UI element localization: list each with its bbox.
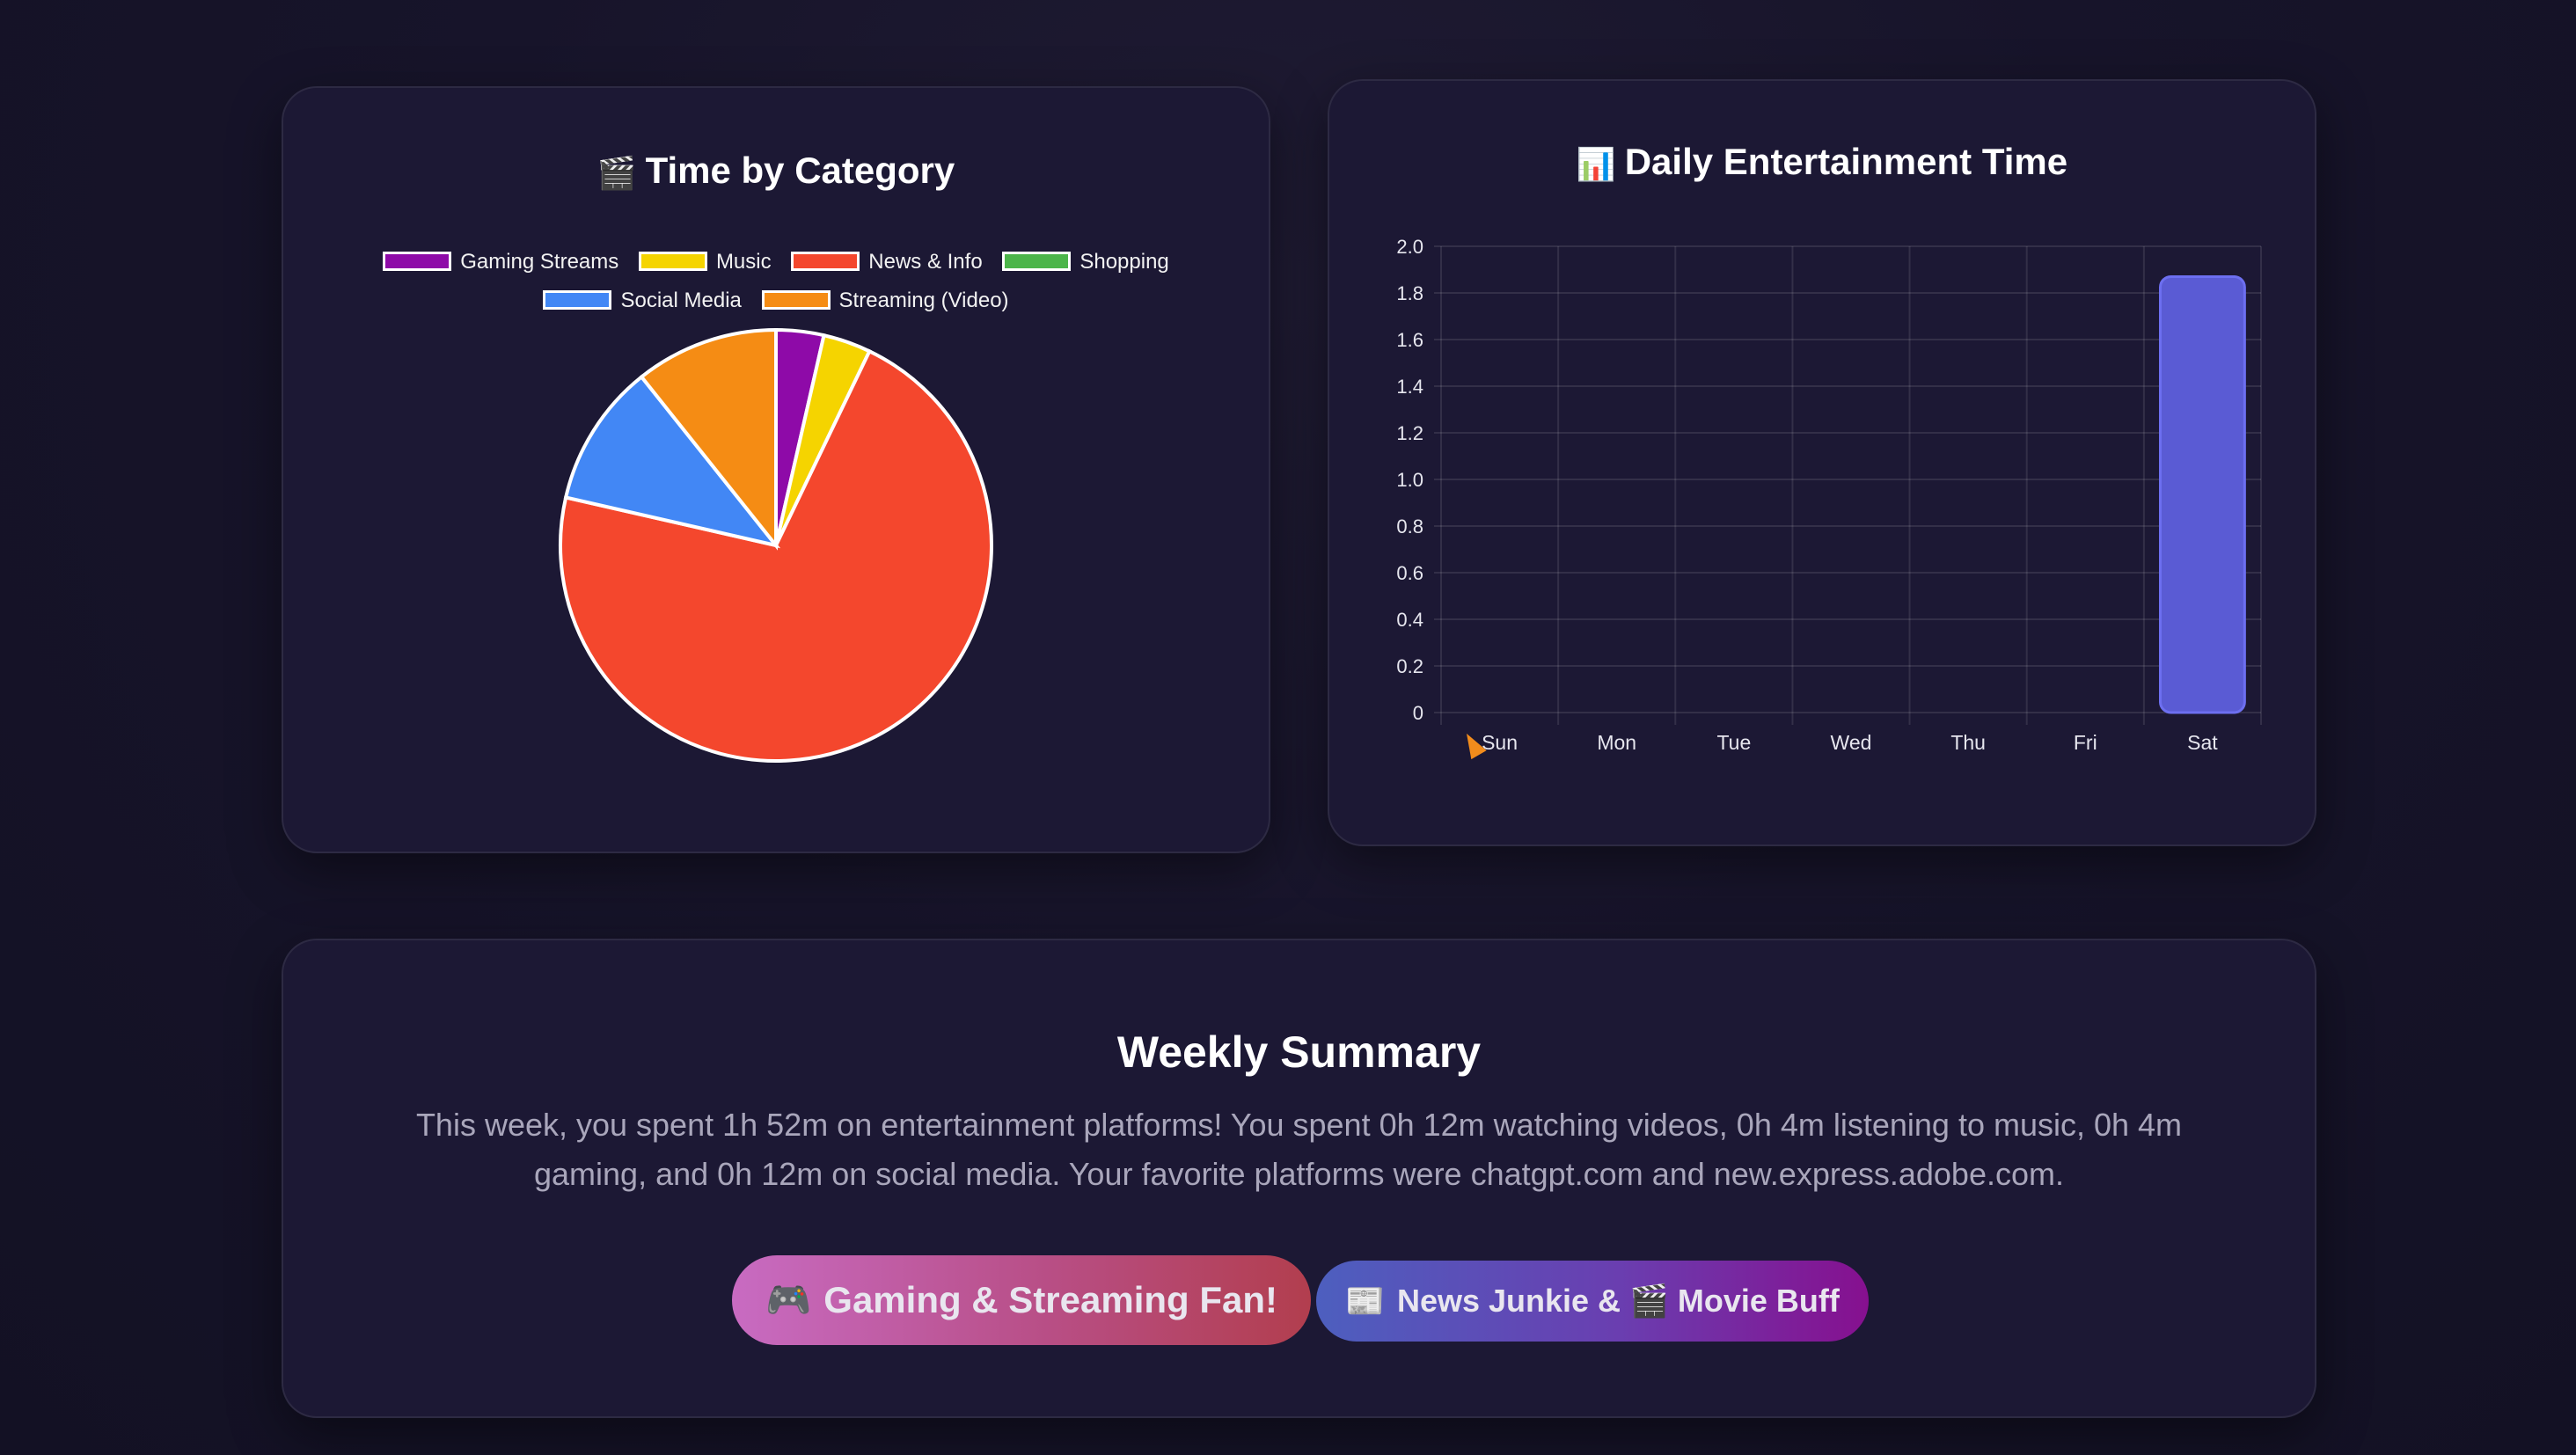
category-chart-card: 🎬 Time by Category Gaming Streams Music N… xyxy=(282,86,1270,853)
legend-item-news-info[interactable]: News & Info xyxy=(791,243,983,281)
legend-item-gaming-streams[interactable]: Gaming Streams xyxy=(383,243,618,281)
legend-swatch xyxy=(383,251,452,271)
x-tick-label: Wed xyxy=(1831,731,1872,754)
y-tick-label: 1.8 xyxy=(1396,282,1423,304)
legend-swatch xyxy=(761,289,831,310)
summary-text: This week, you spent 1h 52m on entertain… xyxy=(415,1107,2183,1192)
y-tick-label: 1.4 xyxy=(1396,376,1423,398)
legend-swatch xyxy=(543,289,612,310)
x-tick-label: Sun xyxy=(1482,731,1518,754)
movie-badge-label: Movie Buff xyxy=(1677,1283,1840,1319)
y-tick-label: 0 xyxy=(1413,702,1423,724)
daily-chart-card: 📊 Daily Entertainment Time 0 0.2 0.4 0.6 0.8 1… xyxy=(1328,79,2316,846)
legend-item-shopping[interactable]: Shopping xyxy=(1002,243,1169,281)
legend-label: Social Media xyxy=(620,289,742,312)
news-movie-badge[interactable]: 📰 News Junkie & 🎬 Movie Buff xyxy=(1316,1261,1869,1342)
chart-legend: Gaming Streams Music News & Info Shoppin… xyxy=(283,243,1269,281)
y-tick-label: 0.6 xyxy=(1396,562,1423,584)
y-tick-label: 1.6 xyxy=(1396,329,1423,351)
game-controller-icon: 🎮 xyxy=(765,1278,812,1320)
x-tick-label: Thu xyxy=(1950,731,1986,754)
x-tick-label: Sat xyxy=(2187,731,2218,754)
gaming-fan-badge[interactable]: 🎮 Gaming & Streaming Fan! xyxy=(732,1255,1311,1345)
legend-swatch xyxy=(638,251,707,271)
pie-slice-news-info[interactable] xyxy=(559,348,993,763)
gaming-badge-label: Gaming & Streaming Fan! xyxy=(823,1279,1278,1320)
legend-label: Streaming (Video) xyxy=(838,289,1009,312)
legend-label: News & Info xyxy=(868,250,983,274)
weekly-summary-card: Weekly Summary This week, you spent 1h 5… xyxy=(282,939,2316,1418)
legend-swatch xyxy=(791,251,860,271)
clapperboard-icon: 🎬 xyxy=(1629,1283,1669,1319)
y-tick-label: 1.2 xyxy=(1396,422,1423,444)
category-chart-title: 🎬 Time by Category xyxy=(283,150,1269,192)
x-tick-label: Fri xyxy=(2074,731,2097,754)
legend-label: Music xyxy=(715,250,772,274)
daily-chart-title-text: Daily Entertainment Time xyxy=(1624,141,2068,182)
x-tick-label: Mon xyxy=(1597,731,1636,754)
y-tick-label: 1.0 xyxy=(1396,469,1423,491)
y-tick-label: 0.2 xyxy=(1396,655,1423,677)
legend-item-social-media[interactable]: Social Media xyxy=(543,281,742,320)
chart-legend-row-2: Social Media Streaming (Video) xyxy=(283,281,1269,320)
legend-item-streaming-video[interactable]: Streaming (Video) xyxy=(761,281,1009,320)
news-badge-label: News Junkie & xyxy=(1396,1283,1621,1319)
y-tick-label: 2.0 xyxy=(1396,236,1423,258)
legend-swatch xyxy=(1002,251,1072,271)
daily-chart-title: 📊 Daily Entertainment Time xyxy=(1329,141,2315,183)
pie-slice-streaming-video[interactable] xyxy=(639,327,778,551)
legend-label: Gaming Streams xyxy=(460,250,619,274)
bar-chart-icon: 📊 xyxy=(1576,145,1616,182)
pie-slice-social-media[interactable] xyxy=(563,374,781,549)
y-tick-label: 0.8 xyxy=(1396,515,1423,537)
summary-title: Weekly Summary xyxy=(1116,1027,1482,1077)
category-chart-title-text: Time by Category xyxy=(645,150,955,191)
bar-sat[interactable] xyxy=(2158,274,2246,714)
x-tick-label: Tue xyxy=(1716,731,1751,754)
clapperboard-icon: 🎬 xyxy=(596,154,637,191)
category-pie-chart[interactable] xyxy=(556,325,996,765)
y-tick-label: 0.4 xyxy=(1396,609,1423,631)
legend-item-music[interactable]: Music xyxy=(638,243,772,281)
daily-bar-chart[interactable]: 0 0.2 0.4 0.6 0.8 1.0 1.2 1.4 1.6 1.8 2.0 Sun Mon Tue… xyxy=(1329,81,2318,848)
legend-label: Shopping xyxy=(1079,250,1169,274)
newspaper-icon: 📰 xyxy=(1345,1283,1385,1319)
